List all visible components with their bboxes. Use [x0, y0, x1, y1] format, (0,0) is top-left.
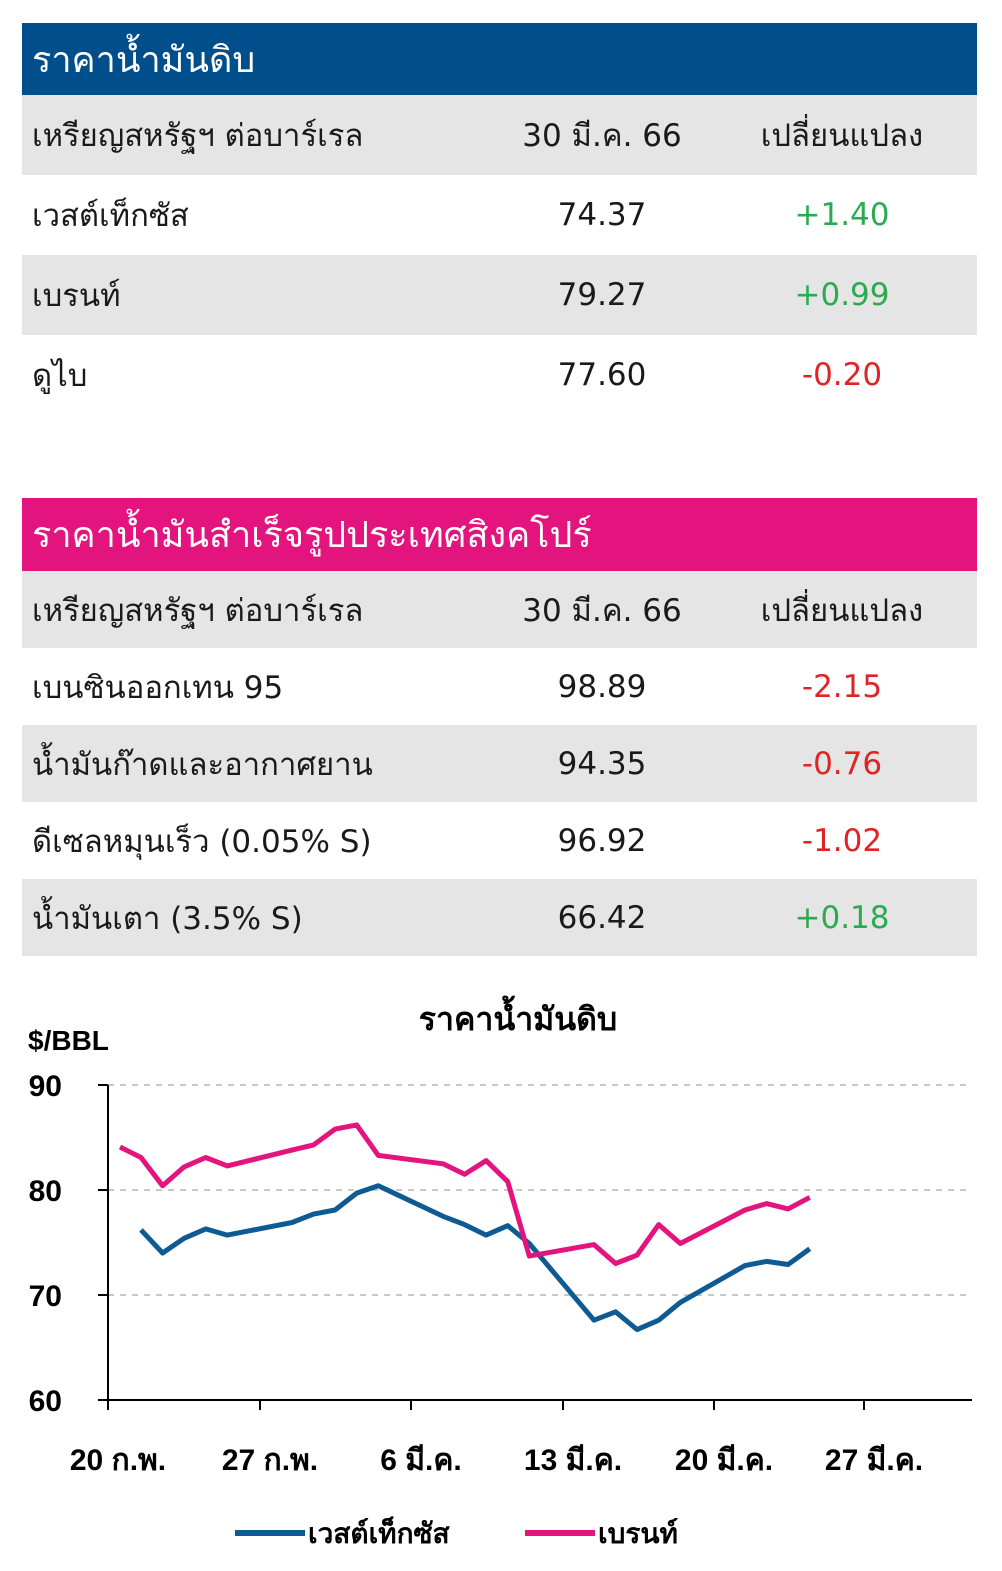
- table-row: ดีเซลหมุนเร็ว (0.05% S) 96.92 -1.02: [22, 802, 977, 879]
- legend-label-brent: เบรนท์: [598, 1518, 678, 1549]
- x-tick-label: 6 มี.ค.: [380, 1444, 462, 1477]
- table-row: ดูไบ 77.60 -0.20: [22, 335, 977, 415]
- row-change: -0.76: [801, 745, 883, 782]
- crude-table-title: ราคาน้ำมันดิบ: [22, 23, 977, 95]
- row-price: 79.27: [557, 277, 647, 313]
- chart-legend: เวสต์เท็กซัส เบรนท์: [235, 1516, 678, 1549]
- crude-table-header: เหรียญสหรัฐฯ ต่อบาร์เรล 30 มี.ค. 66 เปลี…: [22, 95, 977, 175]
- header-date: 30 มี.ค. 66: [522, 592, 682, 629]
- table-row: เวสต์เท็กซัส 74.37 +1.40: [22, 175, 977, 255]
- row-price: 66.42: [557, 899, 647, 936]
- row-name: เบนซินออกเทน 95: [32, 669, 284, 706]
- x-tick-label: 20 ก.พ.: [70, 1444, 166, 1477]
- y-tick-label: 90: [29, 1070, 62, 1103]
- header-date: 30 มี.ค. 66: [522, 118, 682, 154]
- row-name: ดูไบ: [32, 358, 88, 394]
- row-price: 94.35: [557, 745, 647, 782]
- row-name: ดีเซลหมุนเร็ว (0.05% S): [32, 823, 372, 860]
- table-row: เบนซินออกเทน 95 98.89 -2.15: [22, 648, 977, 725]
- row-price: 77.60: [557, 357, 647, 393]
- chart-gridlines: [108, 1084, 972, 1296]
- legend-label-wti: เวสต์เท็กซัส: [308, 1516, 451, 1549]
- row-change: -2.15: [801, 668, 883, 705]
- header-unit: เหรียญสหรัฐฯ ต่อบาร์เรล: [32, 118, 364, 154]
- y-tick-label: 70: [29, 1280, 62, 1313]
- row-name: เวสต์เท็กซัส: [32, 198, 189, 234]
- row-name: น้ำมันเตา (3.5% S): [32, 900, 303, 937]
- x-tick-label: 27 มี.ค.: [825, 1444, 923, 1477]
- row-change: +1.40: [794, 197, 890, 233]
- crude-price-table: ราคาน้ำมันดิบ เหรียญสหรัฐฯ ต่อบาร์เรล 30…: [22, 23, 977, 415]
- x-tick-label: 13 มี.ค.: [524, 1444, 622, 1477]
- refined-price-table: ราคาน้ำมันสำเร็จรูปประเทศสิงคโปร์ เหรียญ…: [22, 498, 977, 956]
- refined-table-header: เหรียญสหรัฐฯ ต่อบาร์เรล 30 มี.ค. 66 เปลี…: [22, 571, 977, 648]
- y-tick-label: 60: [29, 1385, 62, 1418]
- series-line-wti: [139, 1183, 812, 1333]
- x-tick-label: 27 ก.พ.: [222, 1444, 318, 1477]
- y-axis-ticks: 90 80 70 60: [29, 1070, 108, 1418]
- row-price: 98.89: [557, 668, 647, 705]
- series-line-brent: [118, 1122, 811, 1266]
- crude-price-line-chart: ราคาน้ำมันดิบ $/BBL 90 80 70 60 20 ก.พ. 27 ก…: [28, 995, 972, 1549]
- chart-title: ราคาน้ำมันดิบ: [419, 995, 617, 1037]
- x-tick-label: 20 มี.ค.: [675, 1444, 773, 1477]
- refined-table-title: ราคาน้ำมันสำเร็จรูปประเทศสิงคโปร์: [22, 498, 977, 571]
- row-change: +0.99: [794, 277, 890, 313]
- table-row: น้ำมันก๊าดและอากาศยาน 94.35 -0.76: [22, 725, 977, 802]
- table-row: น้ำมันเตา (3.5% S) 66.42 +0.18: [22, 879, 977, 956]
- header-change: เปลี่ยนแปลง: [760, 118, 924, 154]
- table-row: เบรนท์ 79.27 +0.99: [22, 255, 977, 335]
- row-price: 96.92: [557, 822, 647, 859]
- row-name: น้ำมันก๊าดและอากาศยาน: [32, 746, 373, 783]
- y-axis-label: $/BBL: [28, 1025, 109, 1056]
- header-change: เปลี่ยนแปลง: [760, 592, 924, 629]
- x-axis-ticks: 20 ก.พ. 27 ก.พ. 6 มี.ค. 13 มี.ค. 20 มี.ค. 27 …: [70, 1400, 923, 1477]
- row-change: -0.20: [801, 357, 883, 393]
- y-tick-label: 80: [29, 1175, 62, 1208]
- row-change: +0.18: [794, 899, 890, 936]
- row-price: 74.37: [557, 197, 647, 233]
- row-change: -1.02: [801, 822, 883, 859]
- header-unit: เหรียญสหรัฐฯ ต่อบาร์เรล: [32, 592, 364, 629]
- chart-axes: [107, 1085, 972, 1401]
- row-name: เบรนท์: [32, 278, 121, 314]
